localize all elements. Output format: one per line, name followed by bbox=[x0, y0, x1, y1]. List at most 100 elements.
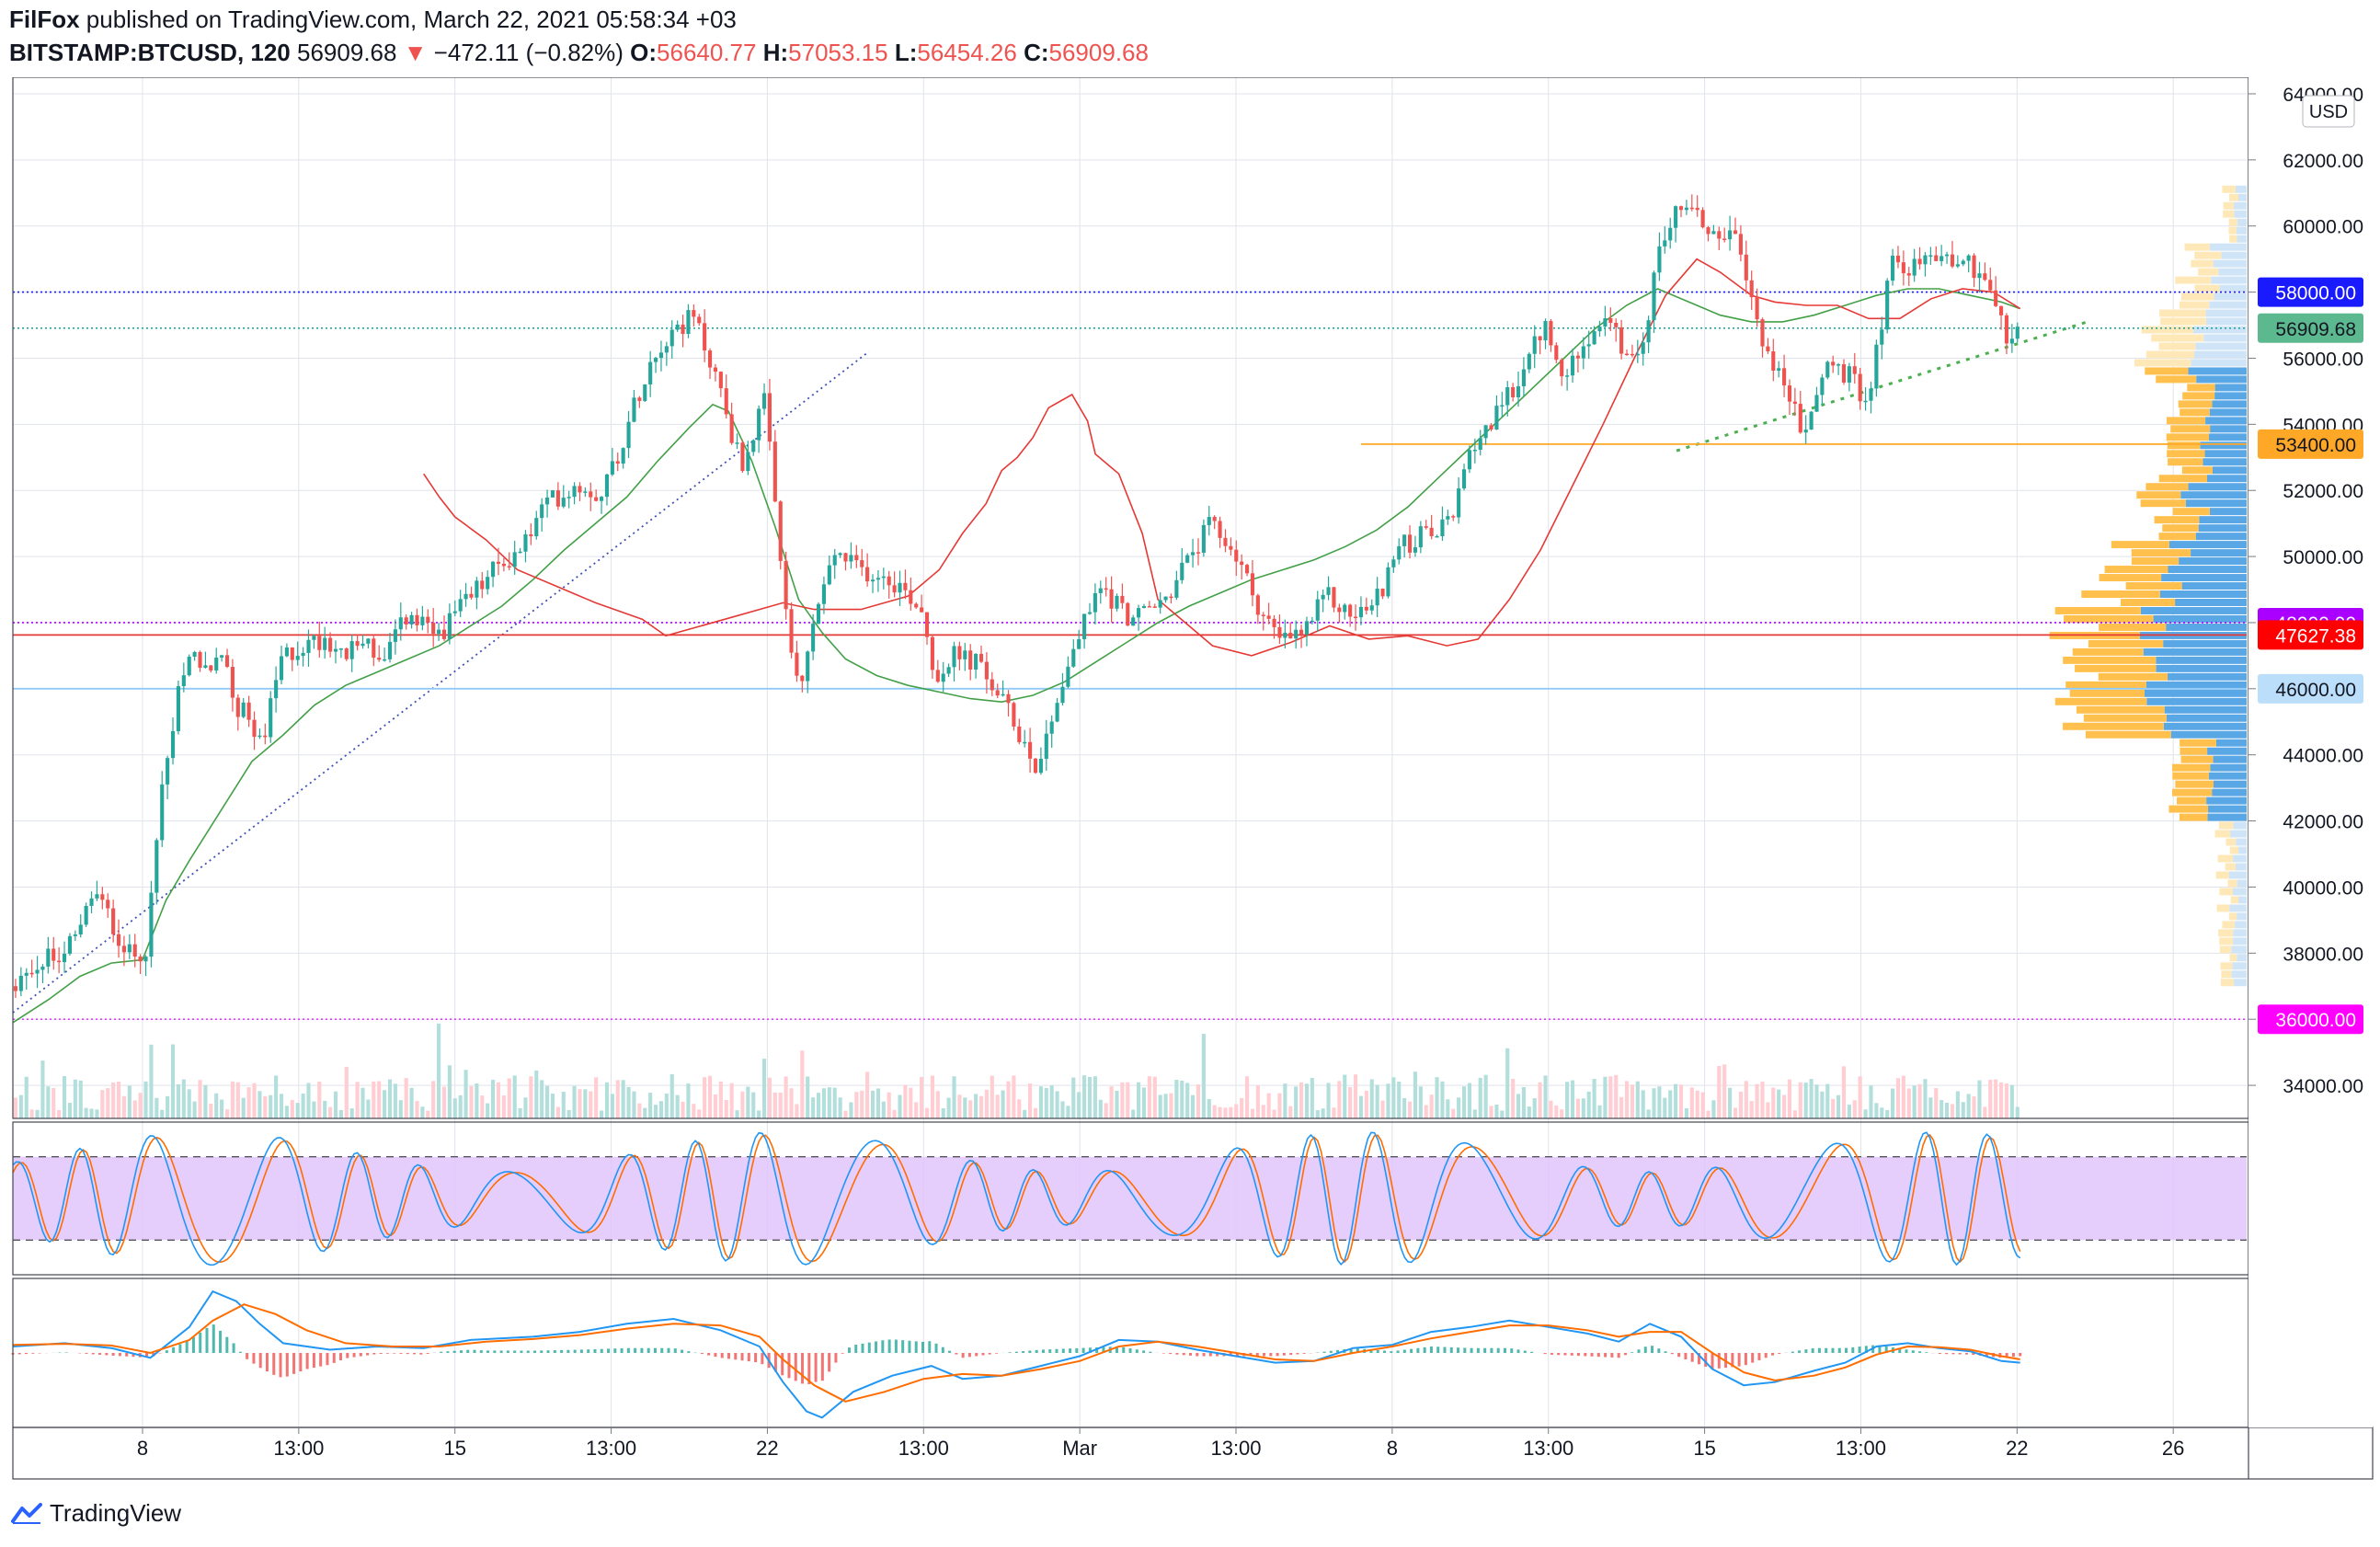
ema-slow-line bbox=[12, 288, 2020, 1024]
volume-bar bbox=[1885, 1109, 1890, 1118]
macd-hist-bar bbox=[1543, 1353, 1547, 1355]
candle-body bbox=[1033, 758, 1038, 774]
macd-hist-bar bbox=[1510, 1348, 1514, 1353]
volume-bar bbox=[1077, 1092, 1081, 1118]
volume-bar bbox=[1678, 1084, 1684, 1118]
vp-down-bar bbox=[2215, 871, 2229, 879]
macd-hist-bar bbox=[265, 1353, 269, 1372]
macd-hist-bar bbox=[1851, 1346, 1855, 1353]
vp-down-bar bbox=[2099, 574, 2162, 582]
vp-up-bar bbox=[2199, 516, 2247, 524]
macd-hist-bar bbox=[700, 1353, 704, 1355]
vp-up-bar bbox=[2221, 251, 2247, 259]
tradingview-logo[interactable]: TradingView bbox=[11, 1499, 181, 1528]
volume-bar bbox=[550, 1094, 555, 1118]
volume-bar bbox=[1326, 1083, 1331, 1118]
candle-body bbox=[78, 924, 83, 934]
vp-down-bar bbox=[2230, 896, 2239, 904]
candle-body bbox=[89, 898, 94, 906]
volume-bar bbox=[1277, 1093, 1282, 1118]
candle-body bbox=[1825, 361, 1830, 378]
pane-borders bbox=[12, 77, 2374, 1480]
pane-border bbox=[12, 77, 2249, 1119]
vp-down-bar bbox=[2219, 937, 2234, 945]
vp-down-bar bbox=[2154, 516, 2200, 524]
candle-body bbox=[203, 665, 208, 669]
volume-bar bbox=[1353, 1074, 1358, 1118]
vp-down-bar bbox=[2065, 681, 2146, 689]
candle-body bbox=[224, 655, 230, 668]
volume-bar bbox=[404, 1078, 408, 1118]
macd-hist-bar bbox=[399, 1353, 403, 1354]
volume-bar bbox=[935, 1091, 940, 1118]
macd-hist-bar bbox=[1369, 1349, 1373, 1353]
candle-body bbox=[469, 593, 474, 598]
volume-bar bbox=[1180, 1080, 1184, 1118]
volume-bar bbox=[1207, 1098, 1211, 1118]
volume-bar bbox=[1229, 1106, 1233, 1118]
vp-down-bar bbox=[2184, 243, 2210, 251]
volume-bar bbox=[252, 1083, 257, 1118]
macd-hist-bar bbox=[626, 1347, 630, 1353]
time-axis: 8 13:00 15 13:00 22 13:00 Mar 13:00 8 13:00 15 13:0… bbox=[137, 1427, 2184, 1460]
candle-body bbox=[284, 647, 289, 657]
volume-bar bbox=[24, 1076, 29, 1118]
macd-hist-bar bbox=[520, 1350, 523, 1353]
volume-bar bbox=[761, 1059, 767, 1118]
candle-body bbox=[529, 533, 533, 537]
vp-up-bar bbox=[2209, 508, 2247, 516]
candle-body bbox=[1375, 589, 1379, 606]
macd-hist-bar bbox=[560, 1349, 564, 1353]
candle-body bbox=[604, 474, 610, 498]
candle-body bbox=[170, 731, 176, 759]
currency-label: USD bbox=[2309, 102, 2348, 122]
price-levels bbox=[12, 291, 2247, 1020]
price-tick-label: 60000.00 bbox=[2283, 217, 2363, 238]
volume-bar bbox=[1500, 1110, 1505, 1118]
candle-body bbox=[729, 414, 734, 443]
candle-body bbox=[811, 624, 816, 652]
macd-hist-bar bbox=[988, 1353, 991, 1355]
candle-body bbox=[978, 653, 984, 662]
macd-hist-bar bbox=[634, 1347, 637, 1353]
macd-hist-bar bbox=[1302, 1353, 1306, 1354]
volume-bar bbox=[735, 1110, 739, 1118]
volume-bar bbox=[978, 1095, 984, 1118]
candle-body bbox=[279, 656, 284, 681]
macd-hist-bar bbox=[1985, 1353, 1988, 1357]
candle-body bbox=[1098, 588, 1103, 593]
candle-body bbox=[1223, 537, 1228, 546]
volume-bar bbox=[843, 1110, 848, 1118]
macd-hist-bar bbox=[1269, 1353, 1273, 1357]
candle-body bbox=[887, 576, 891, 586]
volume-bar bbox=[1451, 1108, 1456, 1118]
macd-hist-bar bbox=[305, 1353, 309, 1369]
candle-body bbox=[67, 935, 73, 954]
vp-down-bar bbox=[2170, 425, 2211, 433]
macd-hist-bar bbox=[419, 1353, 423, 1355]
macd-hist-bar bbox=[1476, 1347, 1480, 1353]
macd-hist-bar bbox=[1744, 1353, 1747, 1366]
volume-bar bbox=[789, 1088, 794, 1118]
volume-bar bbox=[1706, 1110, 1711, 1118]
candle-body bbox=[1733, 230, 1738, 235]
vp-up-bar bbox=[2146, 697, 2247, 705]
candle-body bbox=[583, 491, 588, 493]
macd-hist-bar bbox=[807, 1353, 811, 1385]
macd-hist-bar bbox=[867, 1342, 871, 1353]
macd-hist-bar bbox=[359, 1353, 362, 1357]
stoch-d-line bbox=[12, 1133, 2021, 1264]
macd-hist-bar bbox=[1349, 1347, 1353, 1353]
volume-bar bbox=[1391, 1077, 1396, 1118]
trendline bbox=[12, 350, 870, 1014]
vp-up-bar bbox=[2214, 384, 2247, 392]
candle-body bbox=[555, 490, 560, 507]
candle-body bbox=[1700, 210, 1705, 228]
macd-hist-bar bbox=[1637, 1349, 1641, 1353]
candle-body bbox=[1586, 344, 1591, 347]
macd-hist-bar bbox=[1623, 1353, 1627, 1356]
volume-bar bbox=[1435, 1077, 1439, 1118]
vp-up-bar bbox=[2211, 276, 2247, 284]
candle-body bbox=[1245, 565, 1250, 574]
